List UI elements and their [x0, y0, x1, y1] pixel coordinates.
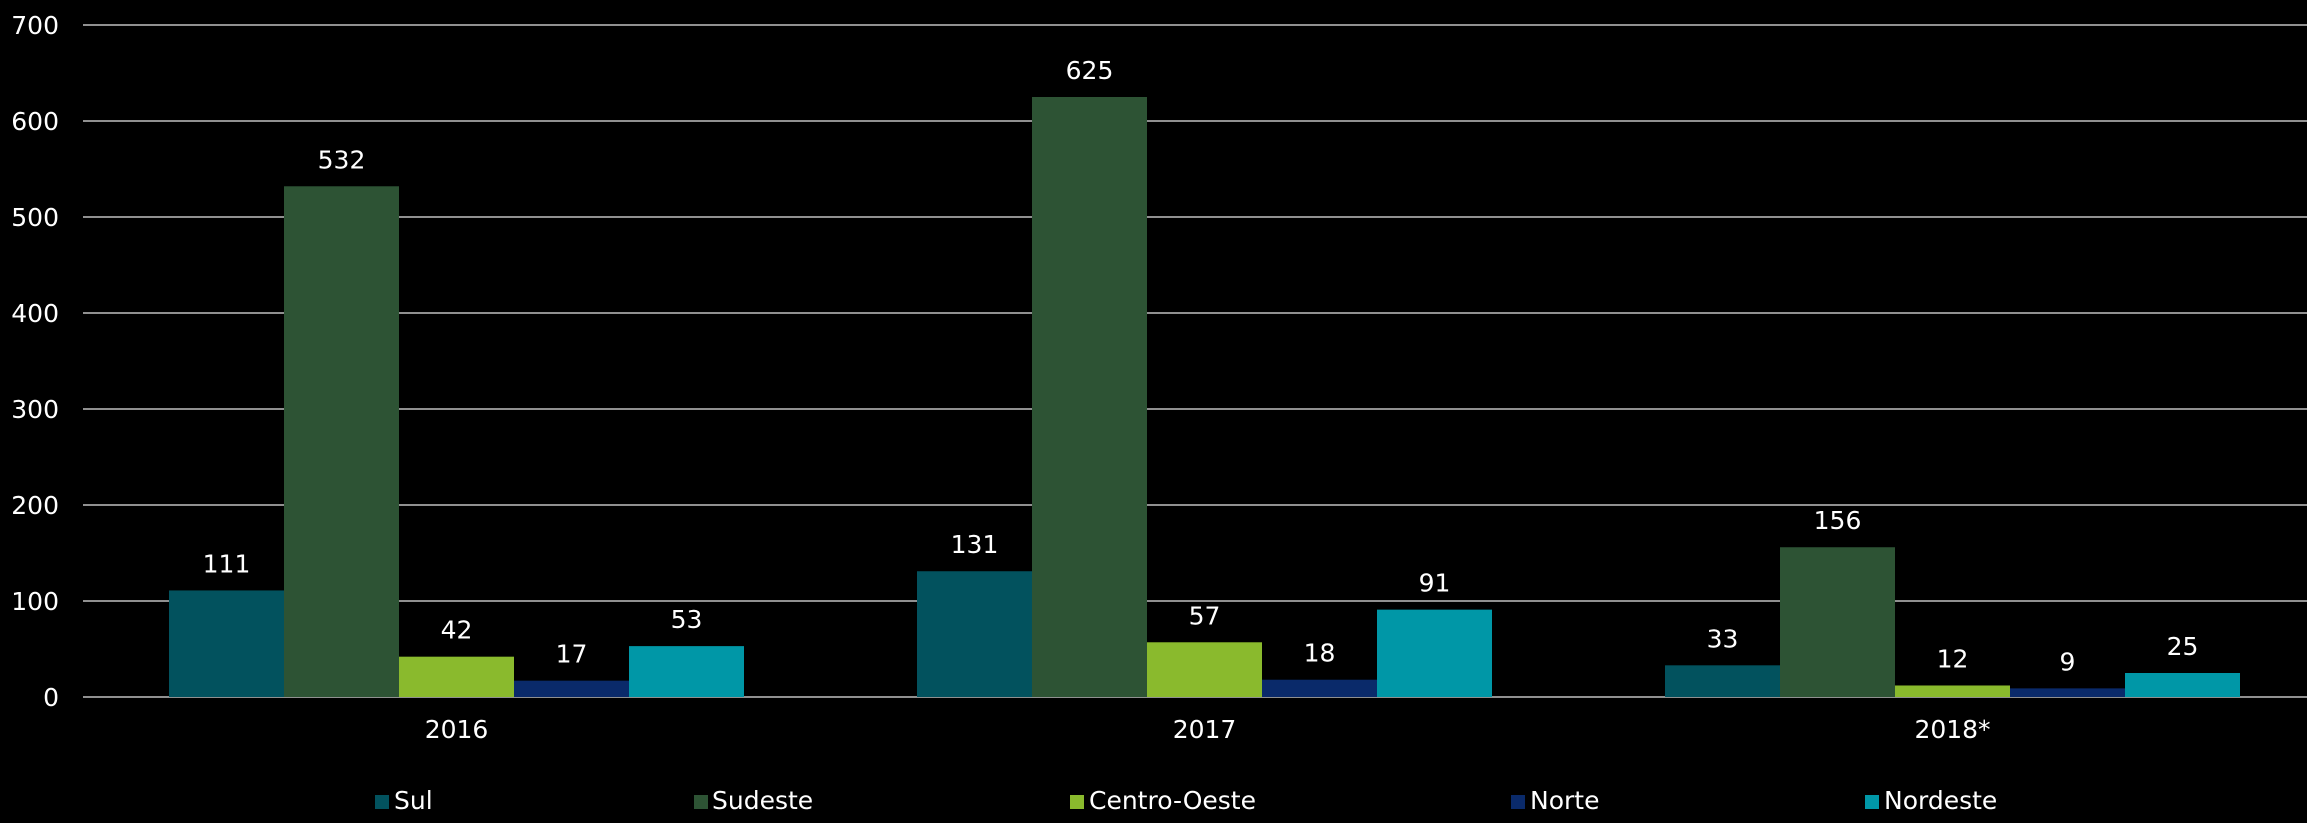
legend-label: Nordeste	[1884, 786, 1997, 815]
x-axis-categories: 2016 2017 2018*	[425, 715, 1991, 744]
bar	[1032, 97, 1147, 697]
bar	[1665, 665, 1780, 697]
y-tick-label: 400	[11, 299, 59, 328]
bars	[169, 97, 2240, 697]
legend-swatch	[1070, 795, 1084, 809]
data-label: 156	[1814, 506, 1862, 535]
y-tick-label: 300	[11, 395, 59, 424]
data-label: 57	[1189, 601, 1221, 630]
data-label: 9	[2060, 647, 2076, 676]
legend-label: Centro-Oeste	[1089, 786, 1256, 815]
y-tick-label: 600	[11, 107, 59, 136]
y-tick-label: 100	[11, 587, 59, 616]
legend-swatch	[694, 795, 708, 809]
x-category-label: 2016	[425, 715, 489, 744]
data-label: 625	[1066, 56, 1114, 85]
y-tick-label: 200	[11, 491, 59, 520]
data-label: 18	[1304, 639, 1336, 668]
bar	[284, 186, 399, 697]
y-tick-label: 700	[11, 11, 59, 40]
y-tick-label: 0	[43, 683, 59, 712]
bar	[629, 646, 744, 697]
legend-label: Norte	[1530, 786, 1599, 815]
bar	[2125, 673, 2240, 697]
bar	[917, 571, 1032, 697]
x-category-label: 2017	[1173, 715, 1237, 744]
bar	[169, 590, 284, 697]
data-labels: 111 532 42 17 53 131 625 57 18 91 33 156 12 9 25	[203, 56, 2199, 676]
bar	[2010, 688, 2125, 697]
bar	[1377, 609, 1492, 697]
data-label: 53	[671, 605, 703, 634]
data-label: 25	[2167, 632, 2199, 661]
y-tick-label: 500	[11, 203, 59, 232]
bar	[1262, 679, 1377, 697]
data-label: 111	[203, 549, 251, 578]
bar	[399, 656, 514, 697]
bar	[1780, 547, 1895, 697]
bar	[514, 680, 629, 697]
data-label: 91	[1419, 569, 1451, 598]
data-label: 131	[951, 530, 999, 559]
y-axis-ticks: 0 100 200 300 400 500 600 700	[11, 11, 59, 712]
legend-swatch	[1865, 795, 1879, 809]
data-label: 12	[1937, 644, 1969, 673]
data-label: 532	[318, 145, 366, 174]
legend-swatch	[375, 795, 389, 809]
legend-swatch	[1511, 795, 1525, 809]
data-label: 33	[1707, 624, 1739, 653]
x-category-label: 2018*	[1914, 715, 1990, 744]
data-label: 42	[441, 616, 473, 645]
legend-label: Sul	[394, 786, 433, 815]
legend: Sul Sudeste Centro-Oeste Norte Nordeste	[375, 786, 1997, 815]
gridlines	[83, 24, 2307, 698]
bar	[1895, 685, 2010, 697]
bar	[1147, 642, 1262, 697]
data-label: 17	[556, 640, 588, 669]
legend-label: Sudeste	[712, 786, 813, 815]
